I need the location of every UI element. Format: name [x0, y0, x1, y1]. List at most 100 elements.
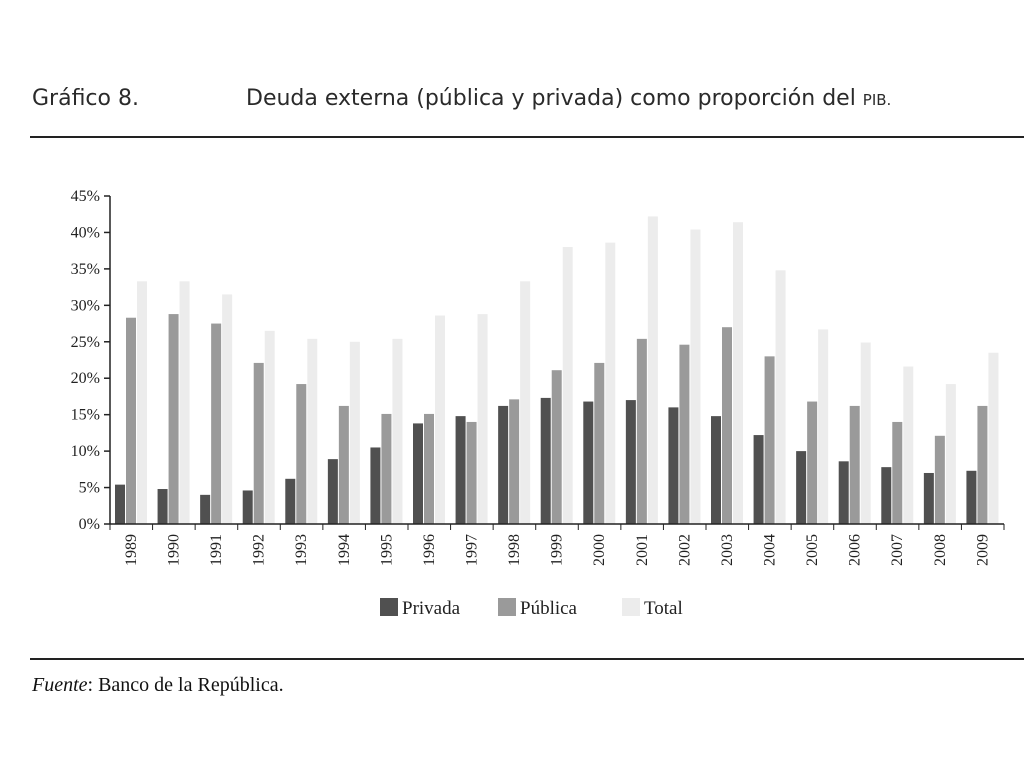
bar-privada-2003 — [711, 416, 721, 524]
bar-privada-2008 — [923, 472, 934, 524]
bar-total-1992 — [264, 330, 275, 524]
bar-total-2009 — [988, 352, 999, 524]
bar-privada-2004 — [753, 435, 764, 524]
bar-privada-2005 — [796, 451, 807, 524]
y-tick-label: 30% — [71, 297, 100, 314]
bar-privada-1999 — [540, 397, 551, 524]
x-tick-label: 2000 — [591, 534, 608, 566]
bar-publica-1991 — [211, 323, 222, 524]
bar-publica-2005 — [807, 401, 818, 524]
bar-publica-2001 — [636, 338, 647, 524]
bar-total-2001 — [647, 216, 658, 525]
bar-privada-2000 — [583, 401, 594, 524]
y-tick-label: 10% — [71, 443, 100, 460]
bar-publica-1997 — [466, 421, 477, 524]
y-tick-label: 15% — [71, 407, 100, 424]
x-tick-label: 2007 — [889, 534, 906, 566]
bar-publica-2002 — [679, 344, 690, 524]
bar-total-1994 — [349, 341, 360, 524]
y-tick-label: 35% — [71, 261, 100, 278]
figure-title-abbr: PIB. — [862, 91, 892, 109]
bar-total-1993 — [307, 338, 318, 524]
x-tick-label: 1995 — [378, 534, 395, 566]
bar-total-2004 — [775, 270, 786, 524]
bar-privada-1990 — [157, 489, 168, 524]
figure-title-main: Deuda externa (pública y privada) como p… — [246, 86, 863, 111]
bar-privada-1994 — [327, 459, 338, 524]
y-tick-label: 5% — [79, 480, 100, 497]
x-tick-label: 1999 — [549, 534, 566, 566]
bar-privada-2006 — [838, 461, 849, 524]
bar-total-1998 — [520, 281, 531, 524]
x-tick-label: 2004 — [762, 534, 779, 566]
figure-title: Deuda externa (pública y privada) como p… — [246, 86, 891, 111]
top-rule — [30, 136, 1024, 138]
y-tick-label: 45% — [71, 188, 100, 205]
x-tick-label: 1996 — [421, 534, 438, 566]
bar-privada-2007 — [881, 467, 892, 524]
legend-swatch-total — [622, 598, 640, 616]
x-tick-label: 2005 — [804, 534, 821, 566]
bar-privada-1991 — [200, 494, 211, 524]
bar-privada-1992 — [242, 490, 253, 524]
bar-publica-2000 — [594, 362, 605, 524]
x-tick-label: 1989 — [123, 534, 140, 566]
bar-publica-2004 — [764, 356, 775, 524]
bar-privada-2002 — [668, 407, 679, 524]
bar-total-1997 — [477, 314, 488, 524]
x-tick-label: 2009 — [974, 534, 991, 566]
bar-privada-2001 — [625, 400, 636, 524]
bar-total-1999 — [562, 247, 573, 524]
y-tick-label: 0% — [79, 516, 100, 533]
bar-total-1991 — [222, 294, 233, 524]
bar-total-2000 — [605, 242, 616, 524]
x-tick-label: 1994 — [336, 534, 353, 566]
bar-publica-2008 — [934, 435, 945, 524]
bar-total-2002 — [690, 229, 701, 525]
source-text: : Banco de la República. — [87, 674, 284, 696]
bar-total-2005 — [818, 329, 829, 524]
x-tick-label: 1991 — [208, 534, 225, 566]
x-tick-label: 1998 — [506, 534, 523, 566]
bar-publica-2007 — [892, 421, 903, 524]
bar-privada-1998 — [498, 405, 509, 524]
bar-total-2006 — [860, 342, 871, 524]
source-note: Fuente: Banco de la República. — [32, 674, 284, 697]
bar-publica-2003 — [722, 327, 732, 524]
bar-privada-1993 — [285, 478, 296, 524]
bar-privada-1989 — [115, 484, 125, 524]
bottom-rule — [30, 658, 1024, 660]
bar-publica-2009 — [977, 405, 988, 524]
bar-privada-2009 — [966, 470, 977, 524]
bar-total-1989 — [137, 281, 147, 524]
bar-total-1995 — [392, 338, 403, 524]
bar-publica-1990 — [168, 314, 179, 524]
bar-privada-1995 — [370, 447, 381, 524]
bar-publica-1994 — [338, 405, 349, 524]
legend-swatch-publica — [498, 598, 516, 616]
bar-total-2003 — [733, 222, 743, 525]
bar-total-1990 — [179, 281, 190, 524]
x-tick-label: 1993 — [293, 534, 310, 566]
bar-total-2007 — [903, 366, 914, 524]
source-label: Fuente — [32, 674, 88, 696]
bar-publica-1999 — [551, 370, 562, 524]
y-tick-label: 40% — [71, 224, 100, 241]
x-tick-label: 2002 — [676, 534, 693, 566]
figure-label: Gráfico 8. — [32, 86, 139, 111]
x-tick-label: 2008 — [932, 534, 949, 566]
y-tick-label: 25% — [71, 334, 100, 351]
bar-publica-1996 — [424, 413, 434, 524]
x-tick-label: 1990 — [166, 534, 183, 566]
bar-publica-1998 — [509, 399, 520, 524]
x-tick-label: 2001 — [634, 534, 651, 566]
bar-publica-1993 — [296, 384, 307, 524]
bar-publica-2006 — [849, 405, 860, 524]
legend-swatch-privada — [380, 598, 398, 616]
x-tick-label: 1997 — [464, 534, 481, 566]
x-tick-label: 1992 — [251, 534, 268, 566]
bar-publica-1995 — [381, 413, 392, 524]
y-tick-label: 20% — [71, 370, 100, 387]
bar-publica-1992 — [253, 362, 264, 524]
